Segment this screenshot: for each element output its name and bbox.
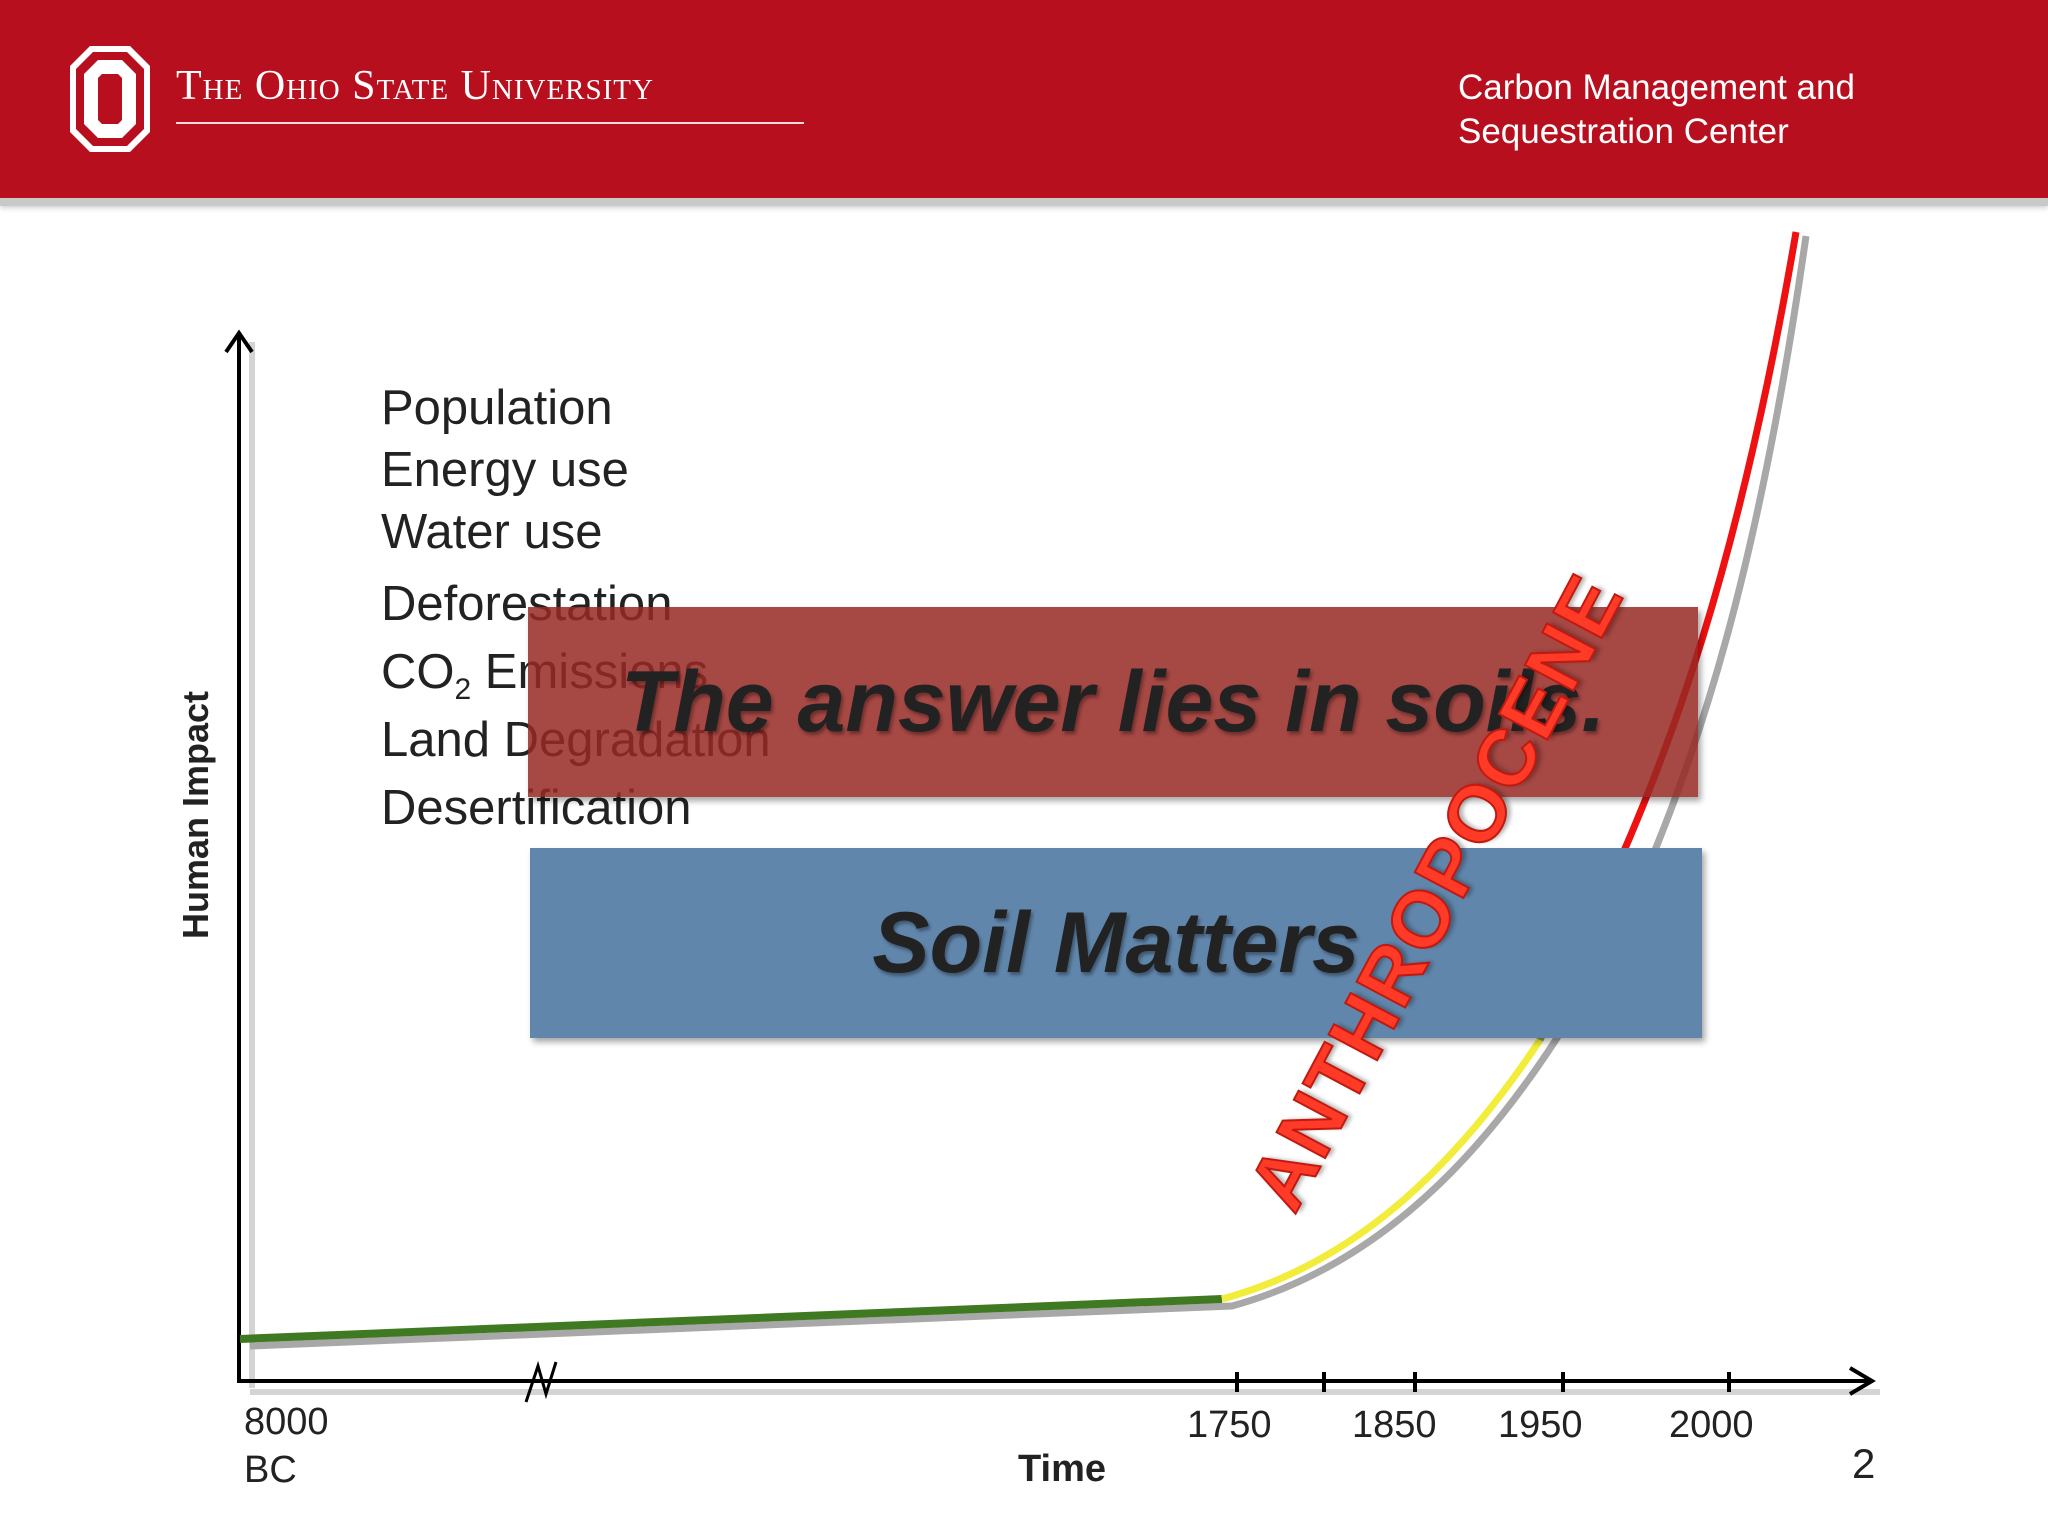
center-name: Carbon Management and Sequestration Cent… [1458, 66, 1855, 154]
list-item-water-use: Water use [381, 505, 603, 559]
x-axis-arrowhead [1848, 1366, 1876, 1396]
co2-subscript: 2 [454, 672, 472, 706]
x-axis-label: Time [1018, 1448, 1107, 1490]
impact-curve-transition-segment [1221, 1038, 1543, 1303]
soil-matters-banner-text: Soil Matters [872, 894, 1360, 991]
tick-label-1850: 1850 [1352, 1404, 1437, 1446]
center-name-line-1: Carbon Management and [1458, 68, 1855, 107]
header-bar: The Ohio State University Carbon Managem… [0, 0, 2048, 203]
soil-matters-banner: Soil Matters [530, 848, 1702, 1038]
list-item-energy-use: Energy use [381, 443, 629, 497]
y-axis-arrowhead [224, 329, 254, 354]
page-number: 2 [1852, 1440, 1876, 1487]
list-item-population: Population [381, 381, 613, 435]
impact-curve-steep-segment [1586, 231, 1800, 927]
answer-banner: The answer lies in soils. [528, 607, 1698, 797]
tick-label-bc: BC [244, 1449, 297, 1491]
co2-text: CO [381, 645, 455, 699]
center-name-line-2: Sequestration Center [1458, 112, 1789, 151]
y-axis-label: Human Impact [175, 690, 216, 940]
x-ticks [1235, 1372, 1731, 1392]
tick-label-8000: 8000 [244, 1401, 329, 1443]
tick-label-8000-bc: 8000 BC [244, 1398, 329, 1494]
university-underline [176, 122, 804, 124]
tick-label-1950: 1950 [1498, 1404, 1583, 1446]
impact-curve-flat-segment [239, 1295, 1223, 1343]
axis-break-mark [524, 1360, 558, 1403]
header-gray-band [0, 198, 2048, 206]
block-o-logo-icon [70, 46, 150, 152]
tick-label-2000: 2000 [1669, 1404, 1754, 1446]
tick-label-1750: 1750 [1187, 1404, 1272, 1446]
university-name: The Ohio State University [176, 63, 654, 109]
answer-banner-text: The answer lies in soils. [620, 653, 1606, 750]
